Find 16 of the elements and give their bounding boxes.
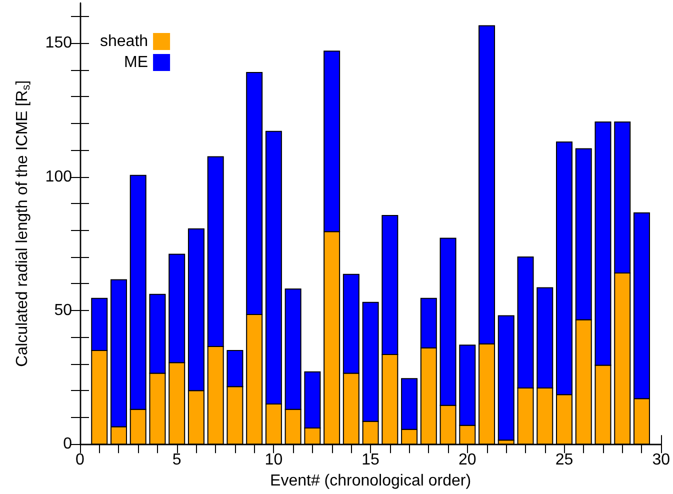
x-tick-label: 25 [555,452,574,469]
y-tick-label: 100 [45,168,72,186]
y-axis-title: Calculated radial length of the ICME [Rs] [14,80,32,367]
x-tick-label: 15 [362,452,380,469]
y-tick-label: 0 [63,436,72,453]
y-tick-label: 50 [54,302,72,319]
bar [498,315,514,441]
x-tick-label: 10 [264,452,283,469]
x-tick-label: 30 [652,452,670,469]
x-tick-label: 0 [76,452,85,469]
legend-label: ME [124,54,148,71]
x-tick-label: 5 [172,452,182,469]
y-tick-label: 150 [45,34,72,52]
x-axis-title: Event# (chronological order) [270,472,472,490]
x-tick-label: 20 [458,452,476,469]
legend-label: sheath [100,33,148,50]
